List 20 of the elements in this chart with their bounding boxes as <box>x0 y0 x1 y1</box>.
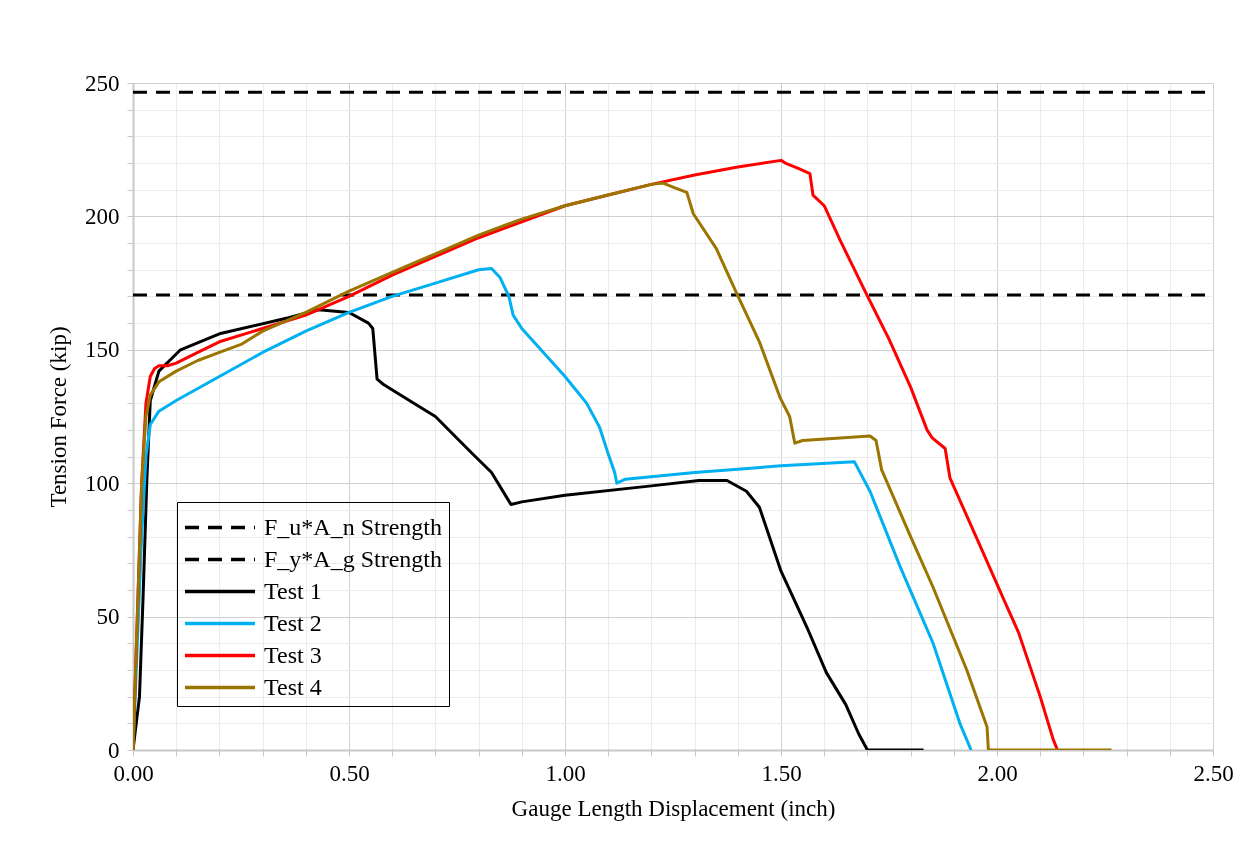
legend-label: Test 2 <box>264 609 322 636</box>
legend-label: Test 4 <box>264 673 322 700</box>
x-tick-label: 1.50 <box>761 760 802 786</box>
legend-label: F_u*A_n Strength <box>264 513 443 540</box>
x-tick-label: 2.00 <box>977 760 1018 786</box>
x-tick-label: 0.00 <box>113 760 154 786</box>
y-tick-label: 100 <box>85 470 120 496</box>
y-tick-label: 150 <box>85 337 120 363</box>
x-axis-title: Gauge Length Displacement (inch) <box>511 795 836 821</box>
y-tick-label: 50 <box>96 604 120 630</box>
legend-label: F_y*A_g Strength <box>264 545 443 572</box>
legend-label: Test 3 <box>264 641 322 668</box>
y-tick-label: 0 <box>108 737 120 763</box>
y-tick-label: 250 <box>85 70 120 96</box>
x-tick-label: 0.50 <box>329 760 370 786</box>
y-axis-title: Tension Force (kip) <box>46 326 71 508</box>
y-tick-label: 200 <box>85 203 120 229</box>
x-tick-label: 2.50 <box>1193 760 1234 786</box>
legend-label: Test 1 <box>264 577 322 604</box>
x-tick-label: 1.00 <box>545 760 586 786</box>
